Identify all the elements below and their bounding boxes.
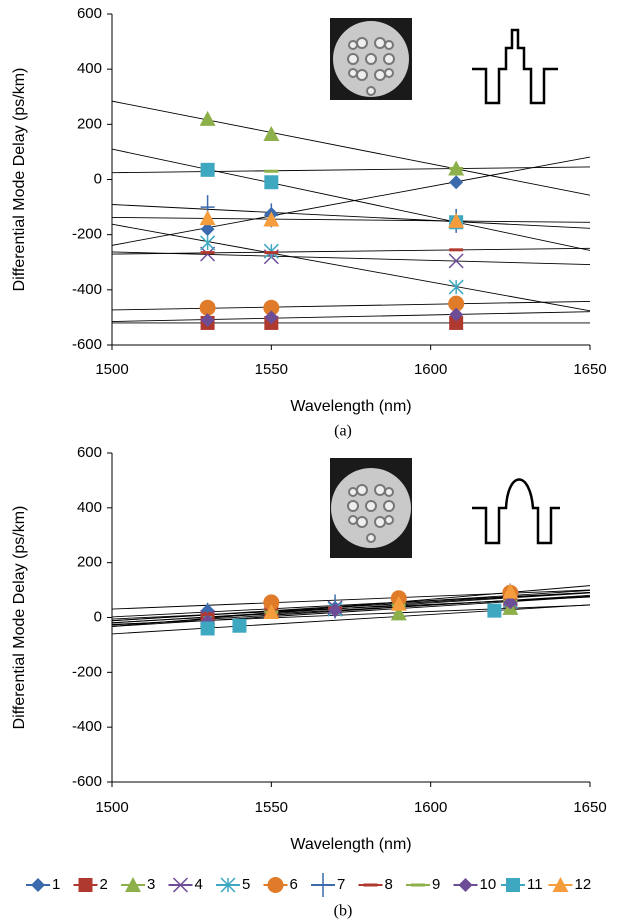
legend-label: 10: [480, 876, 497, 893]
legend-marker: [316, 873, 330, 897]
x-tick-label: 1500: [95, 361, 128, 378]
legend-label: 9: [432, 876, 440, 893]
marker: [264, 175, 279, 190]
y-tick-label: -600: [72, 336, 102, 353]
y-tick-label: 400: [77, 499, 102, 516]
x-tick-label: 1650: [573, 799, 606, 816]
y-tick-label: 400: [77, 60, 102, 77]
marker: [199, 299, 216, 316]
marker: [263, 299, 280, 316]
marker: [502, 583, 519, 599]
marker: [263, 594, 280, 611]
y-tick-label: 200: [77, 115, 102, 132]
trend-line: [112, 596, 590, 627]
y-axis-label: Differential Mode Delay (ps/km): [11, 506, 28, 730]
legend-label: 2: [100, 876, 108, 893]
marker: [449, 315, 464, 330]
marker: [199, 210, 216, 226]
legend-label: 11: [527, 876, 543, 893]
legend-label: 12: [575, 876, 592, 893]
marker: [448, 295, 465, 312]
marker: [328, 603, 343, 618]
marker: [200, 621, 215, 636]
legend-marker: [552, 877, 569, 892]
marker: [264, 310, 279, 325]
y-tick-label: 600: [77, 444, 102, 461]
x-tick-label: 1500: [95, 799, 128, 816]
legend-marker: [31, 878, 45, 892]
x-tick-label: 1600: [414, 799, 447, 816]
trend-line: [112, 156, 590, 246]
marker: [448, 253, 464, 269]
marker: [448, 212, 465, 228]
trend-line: [112, 592, 590, 618]
trend-line: [112, 247, 590, 255]
marker: [449, 175, 464, 190]
marker: [390, 595, 407, 611]
y-axis-label: Differential Mode Delay (ps/km): [11, 68, 28, 292]
y-tick-label: -400: [72, 718, 102, 735]
trend-line: [112, 251, 590, 266]
marker: [200, 222, 215, 237]
x-tick-label: 1600: [414, 361, 447, 378]
y-tick-label: 600: [77, 5, 102, 22]
trend-line: [112, 223, 590, 312]
marker: [263, 604, 280, 620]
y-tick-label: -400: [72, 281, 102, 298]
legend-label: 1: [52, 876, 60, 893]
marker: [449, 307, 464, 322]
legend-label: 8: [385, 876, 393, 893]
trend-line: [112, 100, 590, 196]
fiber-inset-a: [330, 18, 412, 100]
legend-marker: [78, 878, 93, 892]
index-profile-a: [472, 28, 558, 105]
marker: [199, 110, 216, 126]
trend-line: [112, 148, 590, 251]
x-tick-label: 1550: [255, 361, 288, 378]
legend-label: 4: [195, 876, 203, 893]
legend-marker: [125, 877, 141, 892]
marker: [448, 279, 464, 295]
legend-label: 7: [337, 876, 345, 893]
trend-lines: [112, 100, 590, 324]
legend-label: 3: [147, 876, 155, 893]
legend-marker: [458, 878, 473, 892]
trend-line: [112, 300, 590, 311]
trend-line: [112, 216, 590, 223]
legend-marker: [220, 877, 236, 893]
y-tick-label: 0: [94, 170, 102, 187]
marker: [263, 211, 280, 227]
marker: [200, 313, 215, 328]
y-tick-label: -200: [72, 663, 102, 680]
fiber-inset-b: [330, 458, 412, 558]
marker: [487, 603, 502, 618]
x-axis-label: Wavelength (nm): [290, 836, 411, 853]
trend-line: [112, 204, 590, 229]
legend-marker: [267, 877, 284, 893]
y-tick-label: 0: [94, 608, 102, 625]
x-axis-label: Wavelength (nm): [290, 398, 411, 415]
legend-marker: [506, 878, 520, 892]
x-tick-label: 1550: [255, 799, 288, 816]
marker: [232, 618, 247, 633]
legend-label: 5: [242, 876, 250, 893]
marker: [390, 605, 407, 621]
y-tick-label: -600: [72, 773, 102, 790]
legend-marker: [172, 877, 189, 893]
legend-label: 6: [290, 876, 298, 893]
marker: [200, 235, 216, 251]
trend-line: [112, 166, 590, 174]
caption: (b): [334, 903, 353, 920]
marker: [263, 125, 280, 141]
caption: (a): [334, 423, 352, 440]
marker: [503, 595, 518, 610]
x-tick-label: 1650: [573, 361, 606, 378]
y-tick-label: -200: [72, 226, 102, 243]
legend: 1 2 3 4 5 6 7 8 9 10 11 12: [26, 873, 591, 897]
index-profile-b: [472, 478, 560, 545]
y-tick-label: 200: [77, 554, 102, 571]
marker: [200, 162, 215, 177]
trend-line: [112, 311, 590, 322]
